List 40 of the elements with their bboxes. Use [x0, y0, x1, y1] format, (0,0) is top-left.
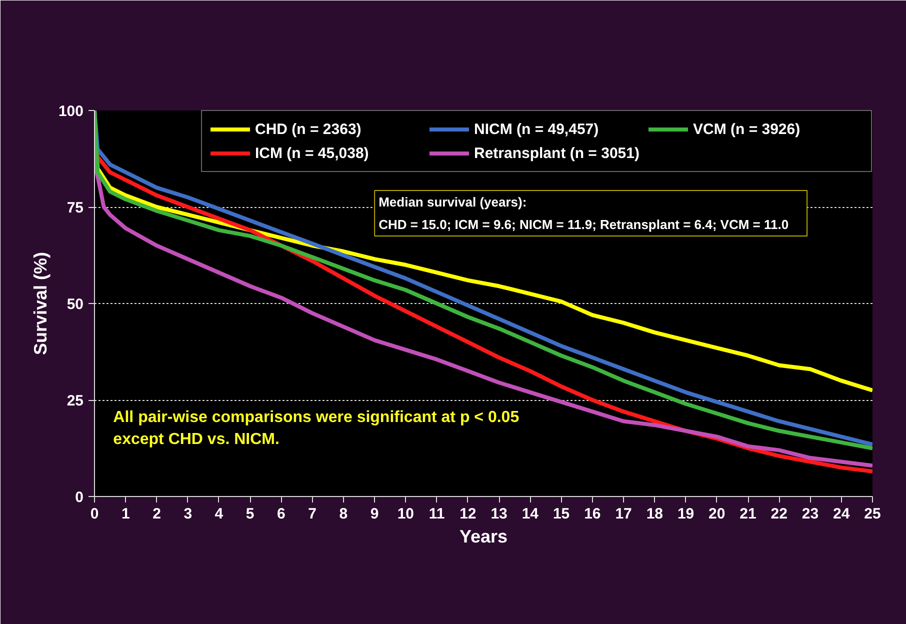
y-tick-label: 75 [66, 200, 84, 216]
x-tick-label: 3 [184, 506, 192, 522]
x-tick-label: 13 [490, 506, 508, 522]
x-tick-label: 17 [615, 506, 632, 522]
x-tick-label: 6 [277, 506, 286, 522]
y-axis-title: Survival (%) [30, 252, 50, 356]
annotation: Median survival (years): CHD = 15.0; ICM = 9.6; NICM = 11.9; Retransplant = 6.4; VCM = 11.0 [378, 194, 789, 232]
x-tick-label: 1 [121, 506, 130, 522]
x-tick-label: 2 [152, 506, 161, 522]
x-tick-label: 5 [246, 506, 254, 522]
legend-label: Retransplant (n = 3051) [474, 144, 640, 162]
x-tick-label: 23 [802, 506, 819, 522]
x-tick-label: 19 [677, 506, 694, 522]
x-tick-label: 7 [308, 506, 317, 522]
x-axis-title: Years [459, 526, 508, 546]
x-tick-label: 24 [833, 506, 850, 522]
x-tick-label: 8 [339, 506, 348, 522]
x-tick-label: 14 [522, 506, 540, 522]
legend-label: CHD (n = 2363) [255, 120, 362, 138]
x-tick-label: 22 [770, 506, 788, 522]
x-tick-label: 4 [214, 506, 224, 522]
x-tick-label: 11 [428, 506, 445, 522]
x-tick-label: 10 [397, 506, 414, 522]
legend-label: NICM (n = 49,457) [474, 120, 600, 138]
legend-label: VCM (n = 3926) [693, 120, 802, 138]
x-tick-label: 9 [370, 506, 379, 522]
legend-label: ICM (n = 45,038) [255, 144, 370, 162]
x-tick-label: 12 [460, 506, 476, 522]
y-tick-label: 25 [66, 392, 84, 410]
y-tick-label: 100 [58, 103, 84, 120]
y-tick-label: 50 [66, 296, 84, 313]
annotation: All pair-wise comparisons were significant at p < 0.05 except CHD vs. NICM. [113, 409, 520, 448]
x-tick-label: 20 [708, 506, 726, 522]
x-tick-label: 16 [584, 506, 601, 522]
x-tick-label: 0 [90, 506, 99, 522]
y-tick-label: 0 [75, 489, 84, 506]
x-tick-label: 18 [646, 506, 664, 522]
x-tick-label: 15 [552, 506, 570, 522]
x-tick-label: 25 [864, 506, 881, 522]
x-tick-label: 21 [740, 506, 756, 522]
